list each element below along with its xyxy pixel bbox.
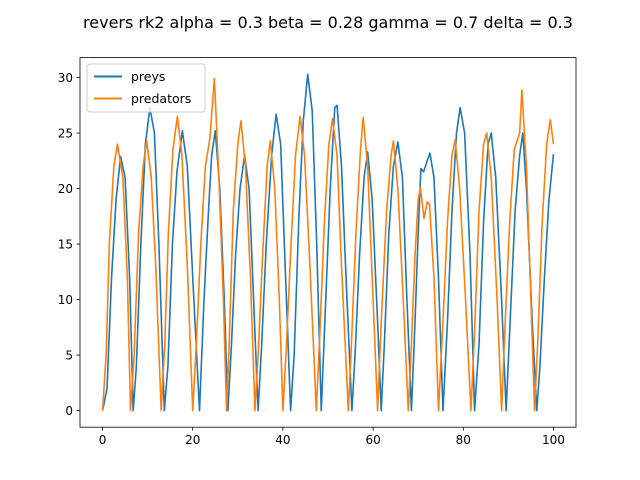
x-axis: 0 20 40 60 80 100: [99, 427, 565, 447]
x-tick-label: 100: [542, 433, 565, 447]
y-axis: 0 5 10 15 20 25 30: [58, 71, 80, 418]
y-tick-label: 20: [58, 182, 73, 196]
x-tick-label: 80: [456, 433, 471, 447]
y-tick-label: 25: [58, 126, 73, 140]
series-line-predators: [101, 77, 555, 412]
series-line-preys: [101, 73, 555, 412]
x-tick-label: 60: [365, 433, 380, 447]
y-tick-label: 5: [65, 348, 73, 362]
x-tick-label: 0: [99, 433, 107, 447]
y-tick-label: 0: [65, 404, 73, 418]
y-tick-label: 30: [58, 71, 73, 85]
chart-title: revers rk2 alpha = 0.3 beta = 0.28 gamma…: [83, 13, 573, 32]
plot-area: [101, 73, 555, 412]
y-tick-label: 10: [58, 293, 73, 307]
y-tick-label: 15: [58, 237, 73, 251]
x-tick-label: 40: [275, 433, 290, 447]
axes-frame: [79, 57, 577, 428]
legend-label-preys: preys: [131, 69, 165, 84]
legend: preys predators: [86, 63, 206, 113]
x-tick-label: 20: [185, 433, 200, 447]
legend-label-predators: predators: [131, 91, 191, 106]
